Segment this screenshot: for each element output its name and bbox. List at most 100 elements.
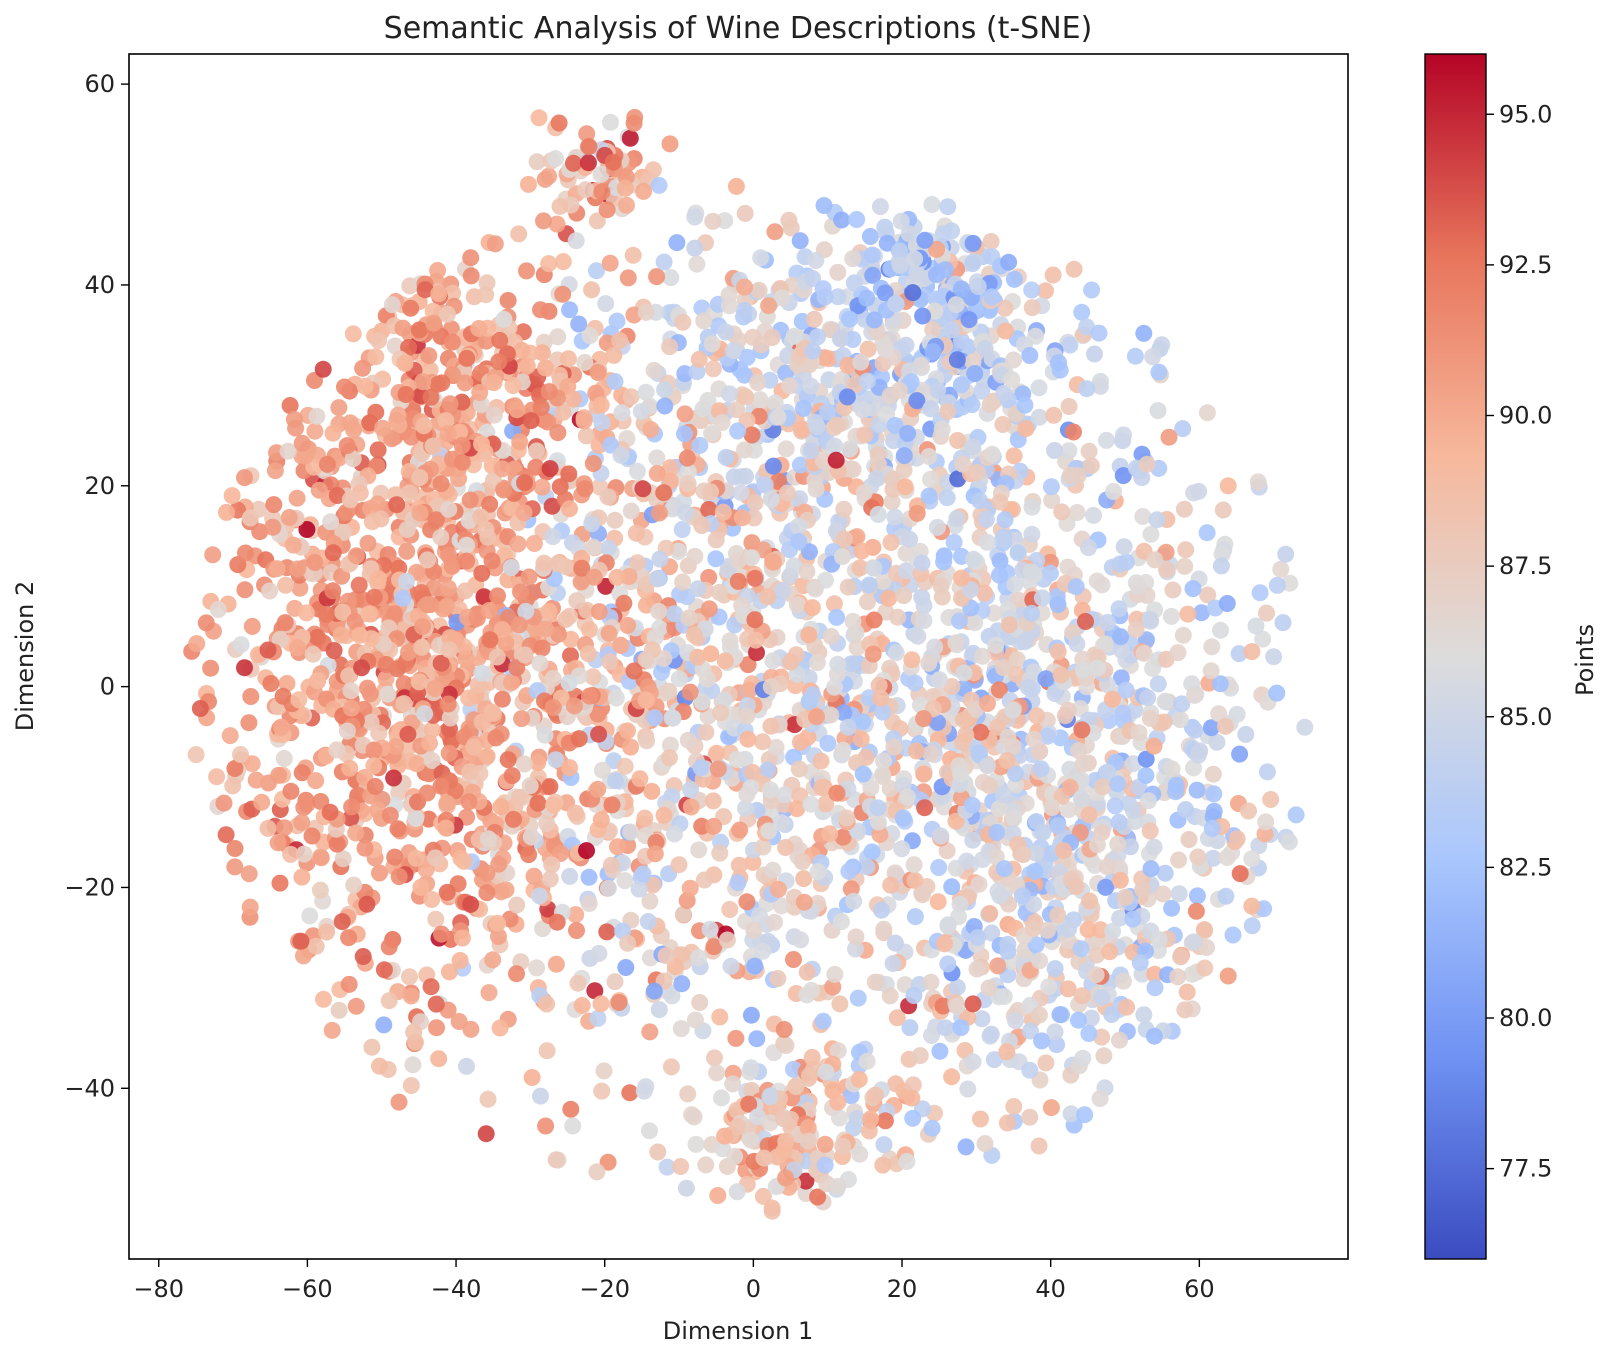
scatter-point: [1193, 604, 1210, 622]
scatter-point: [839, 578, 857, 596]
scatter-point: [336, 378, 353, 396]
scatter-point: [697, 723, 715, 741]
scatter-point: [974, 851, 991, 869]
scatter-point: [646, 709, 664, 727]
scatter-point: [497, 881, 515, 899]
scatter-point: [749, 374, 767, 392]
scatter-point: [606, 511, 624, 529]
scatter-point: [1174, 420, 1192, 438]
x-tick-label: 20: [887, 1275, 918, 1303]
scatter-point: [931, 1042, 949, 1060]
scatter-point: [1191, 742, 1209, 760]
y-tick-label: 60: [84, 70, 115, 98]
scatter-point: [589, 780, 607, 798]
scatter-point: [586, 982, 604, 1000]
scatter-point: [833, 370, 851, 388]
scatter-point: [673, 521, 691, 538]
scatter-point: [790, 533, 808, 550]
scatter-point: [670, 856, 688, 874]
scatter-point: [930, 859, 948, 876]
scatter-point: [487, 729, 505, 747]
scatter-point: [933, 420, 951, 438]
scatter-point: [616, 872, 634, 890]
scatter-point: [607, 772, 624, 790]
scatter-point: [674, 313, 692, 331]
scatter-point: [1262, 791, 1280, 808]
x-tick-label: −60: [282, 1275, 333, 1303]
scatter-point: [580, 138, 598, 156]
scatter-point: [932, 827, 950, 845]
scatter-point: [948, 351, 966, 369]
scatter-point: [672, 1158, 690, 1175]
scatter-point: [739, 656, 757, 674]
scatter-point: [677, 1179, 695, 1197]
scatter-point: [599, 879, 617, 897]
scatter-point: [361, 414, 379, 432]
scatter-point: [726, 1147, 744, 1165]
scatter-point: [432, 475, 450, 493]
scatter-point: [639, 913, 657, 930]
scatter-point: [330, 1001, 348, 1019]
scatter-point: [1110, 813, 1128, 831]
scatter-point: [1059, 980, 1077, 998]
scatter-point: [369, 441, 387, 459]
scatter-point: [485, 374, 503, 392]
scatter-point: [1268, 684, 1286, 702]
scatter-point: [1031, 952, 1049, 970]
scatter-point: [676, 425, 693, 443]
scatter-point: [904, 1109, 922, 1127]
scatter-point: [866, 973, 884, 991]
scatter-point: [803, 599, 821, 617]
scatter-point: [815, 197, 833, 214]
scatter-point: [707, 531, 725, 549]
scatter-point: [405, 1023, 423, 1041]
scatter-point: [661, 135, 679, 153]
scatter-point: [291, 579, 309, 597]
scatter-point: [1117, 681, 1135, 699]
scatter-point: [510, 225, 528, 243]
scatter-point: [828, 608, 846, 626]
scatter-point: [649, 570, 667, 588]
scatter-point: [609, 838, 626, 856]
scatter-point: [763, 490, 780, 508]
scatter-point: [907, 742, 925, 760]
scatter-point: [656, 684, 674, 702]
scatter-point: [477, 1125, 495, 1143]
scatter-point: [835, 500, 853, 518]
scatter-point: [764, 457, 782, 475]
scatter-point: [966, 614, 984, 632]
scatter-point: [829, 263, 847, 281]
scatter-point: [801, 1067, 818, 1084]
scatter-point: [536, 726, 554, 744]
scatter-point: [338, 437, 356, 455]
scatter-point: [1105, 483, 1122, 500]
scatter-point: [492, 798, 510, 816]
scatter-point: [480, 984, 498, 1002]
scatter-point: [280, 509, 298, 526]
scatter-point: [695, 312, 713, 330]
scatter-point: [240, 865, 258, 883]
scatter-point: [1046, 442, 1063, 459]
scatter-point: [271, 874, 289, 892]
scatter-point: [642, 421, 660, 438]
scatter-point: [754, 733, 772, 751]
scatter-point: [400, 484, 418, 502]
scatter-point: [581, 621, 598, 639]
scatter-point: [1037, 670, 1055, 688]
scatter-point: [303, 827, 321, 845]
scatter-point: [645, 361, 663, 379]
scatter-point: [1068, 504, 1086, 521]
scatter-point: [197, 614, 215, 632]
scatter-point: [547, 1151, 565, 1169]
scatter-point: [926, 638, 944, 656]
scatter-point: [488, 648, 506, 666]
scatter-point: [1204, 849, 1222, 867]
scatter-point: [875, 920, 893, 938]
scatter-point: [922, 745, 940, 763]
scatter-point: [1072, 940, 1090, 958]
scatter-point: [998, 1043, 1016, 1061]
scatter-point: [908, 265, 926, 283]
scatter-point: [847, 940, 864, 958]
scatter-point: [732, 484, 750, 502]
scatter-point: [1109, 775, 1127, 793]
